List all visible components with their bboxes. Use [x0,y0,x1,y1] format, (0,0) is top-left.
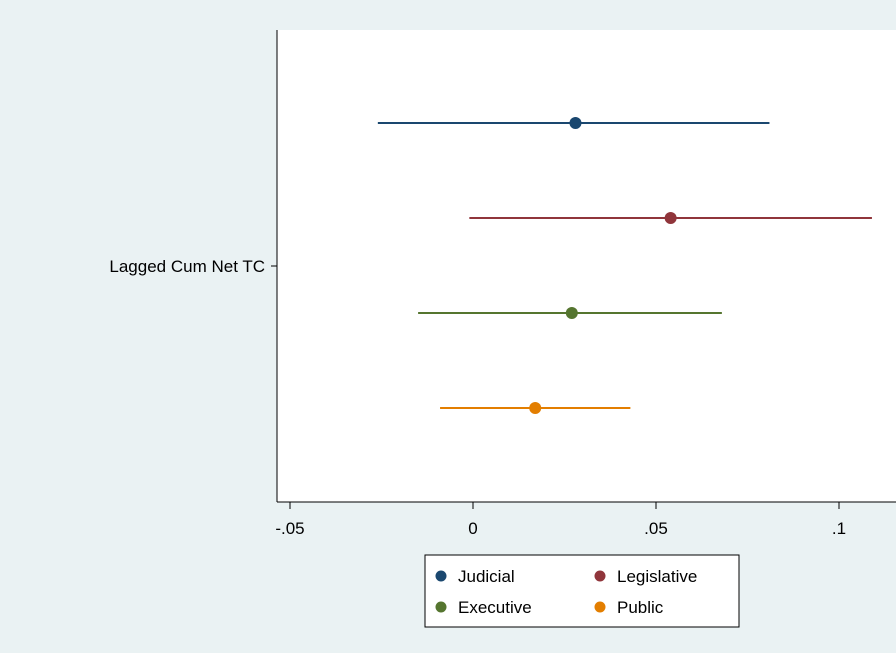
x-tick-label: .05 [644,519,668,538]
legend: Judicial Legislative Executive Public [424,554,740,628]
point-estimate-executive [565,307,578,319]
legend-label-executive: Executive [458,598,532,617]
y-category-label: Lagged Cum Net TC [109,257,265,276]
legend-label-public: Public [617,598,664,617]
legend-box [424,554,740,628]
x-tick-label: 0 [468,519,477,538]
legend-label-judicial: Judicial [458,567,515,586]
series-layer [377,117,872,414]
legend-marker-executive [435,601,447,613]
legend-marker-public [594,601,606,613]
point-estimate-legislative [664,212,677,224]
legend-label-legislative: Legislative [617,567,697,586]
plot-area [277,30,896,502]
point-estimate-public [529,402,542,414]
legend-items: Judicial Legislative Executive Public [435,567,697,617]
x-tick-label: .1 [832,519,846,538]
x-tick-label: -.05 [275,519,304,538]
x-axis-ticks: -.05 0 .05 .1 [275,502,846,538]
point-estimate-judicial [569,117,582,129]
legend-marker-judicial [435,570,447,582]
legend-marker-legislative [594,570,606,582]
